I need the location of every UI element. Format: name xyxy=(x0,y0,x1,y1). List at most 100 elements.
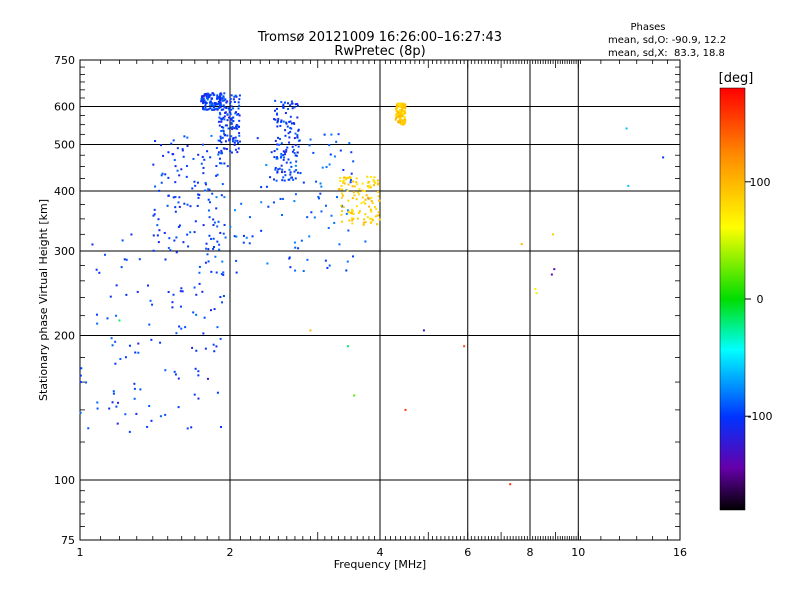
echo-point xyxy=(309,329,312,332)
echo-point xyxy=(166,204,169,207)
echo-point xyxy=(192,311,195,314)
echo-point xyxy=(196,181,199,184)
echo-point xyxy=(339,177,342,180)
echo-point xyxy=(364,221,367,224)
echo-point xyxy=(293,152,296,155)
echo-point xyxy=(363,218,366,221)
echo-point xyxy=(280,142,283,145)
echo-point xyxy=(210,270,213,273)
phase-stats-heading: Phases xyxy=(630,22,665,33)
echo-point xyxy=(397,111,400,114)
echo-point xyxy=(284,153,287,156)
echo-point xyxy=(240,202,243,205)
echo-point xyxy=(319,192,322,195)
echo-point xyxy=(221,301,224,304)
echo-point xyxy=(364,198,367,201)
echo-point xyxy=(230,105,233,108)
echo-point xyxy=(279,124,282,127)
echo-point xyxy=(220,273,223,276)
echo-point xyxy=(231,128,234,131)
echo-point xyxy=(233,141,236,144)
echo-point xyxy=(154,139,157,142)
echo-point xyxy=(207,260,210,263)
echo-point xyxy=(234,139,237,142)
echo-point xyxy=(193,393,196,396)
echo-point xyxy=(398,121,401,124)
echo-point xyxy=(149,299,152,302)
echo-point xyxy=(509,483,512,486)
echo-point xyxy=(274,139,277,142)
echo-point xyxy=(206,108,209,111)
echo-point xyxy=(342,181,345,184)
echo-point xyxy=(194,184,197,187)
echo-point xyxy=(345,269,348,272)
echo-point xyxy=(167,290,170,293)
echo-point xyxy=(288,178,291,181)
echo-point xyxy=(216,240,219,243)
echo-point xyxy=(327,227,330,230)
y-axis-label: Stationary phase Virtual Height [km] xyxy=(37,199,50,401)
echo-point xyxy=(198,282,201,285)
echo-point xyxy=(115,405,118,408)
echo-point xyxy=(234,125,237,128)
echo-point xyxy=(223,132,226,135)
echo-point xyxy=(181,149,184,152)
echo-point xyxy=(203,108,206,111)
echo-point xyxy=(238,94,241,97)
echo-point xyxy=(248,216,251,219)
echo-point xyxy=(278,138,281,141)
echo-point xyxy=(219,93,222,96)
colorbar-tick-label: 0 xyxy=(757,293,764,306)
echo-point xyxy=(198,271,201,274)
echo-point xyxy=(184,326,187,329)
echo-point xyxy=(222,108,225,111)
echo-point xyxy=(215,271,218,274)
echo-point xyxy=(177,406,180,409)
echo-point xyxy=(349,181,352,184)
echo-point xyxy=(157,241,160,244)
colorbar-ticks: 100 0 -100 xyxy=(745,176,772,423)
echo-point xyxy=(207,95,210,98)
echo-point xyxy=(204,183,207,186)
echo-point xyxy=(191,346,194,349)
echo-point xyxy=(200,98,203,101)
echo-point xyxy=(85,381,88,384)
y-tick-label: 75 xyxy=(61,534,75,547)
echo-point xyxy=(349,176,352,179)
echo-point xyxy=(297,129,300,132)
echo-point xyxy=(117,401,120,404)
echo-point xyxy=(368,197,371,200)
echo-point xyxy=(228,116,231,119)
echo-point xyxy=(289,266,292,269)
echo-point xyxy=(368,184,371,187)
echo-point xyxy=(294,246,297,249)
echo-point xyxy=(280,120,283,123)
echo-point xyxy=(324,204,327,207)
echo-point xyxy=(274,118,277,121)
echo-point xyxy=(366,185,369,188)
echo-point xyxy=(400,122,403,125)
phase-stats-x: mean, sd,X: 83.3, 18.8 xyxy=(608,48,725,59)
echo-point xyxy=(284,134,287,137)
echo-point xyxy=(212,343,215,346)
echo-point xyxy=(217,102,220,105)
echo-point xyxy=(352,212,355,215)
echo-point xyxy=(289,130,292,133)
echo-point xyxy=(158,189,161,192)
echo-point xyxy=(325,166,328,169)
echo-point xyxy=(174,373,177,376)
echo-point xyxy=(281,197,284,200)
echo-point xyxy=(219,92,222,95)
echo-point xyxy=(219,135,222,138)
echo-point xyxy=(201,143,204,146)
echo-point xyxy=(208,201,211,204)
echo-point xyxy=(180,287,183,290)
echo-point xyxy=(358,211,361,214)
echo-point xyxy=(233,100,236,103)
echo-point xyxy=(345,178,348,181)
echo-point xyxy=(164,173,167,176)
echo-point xyxy=(404,121,407,124)
echo-point xyxy=(352,191,355,194)
echo-point xyxy=(152,214,155,217)
